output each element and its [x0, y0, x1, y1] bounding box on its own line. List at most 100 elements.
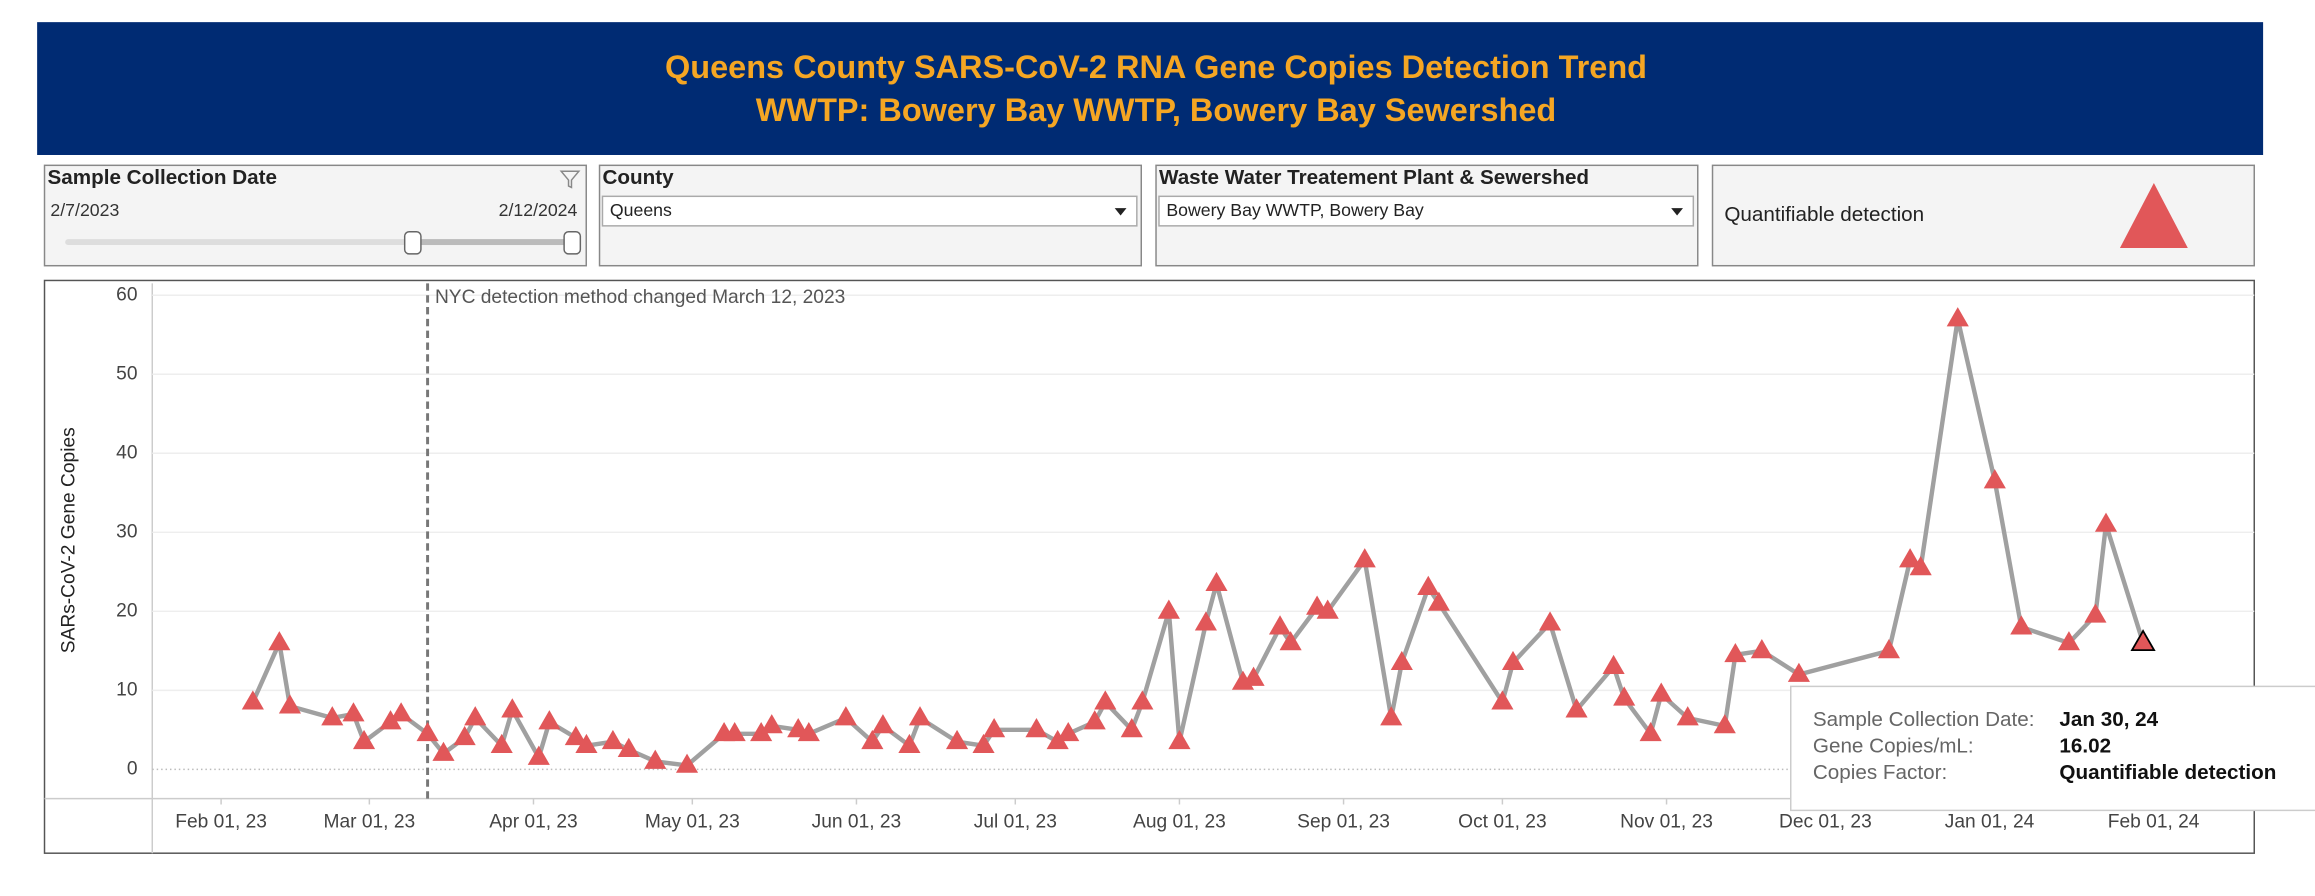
filter-label: County	[602, 166, 674, 189]
data-point	[2130, 629, 2156, 652]
dropdown-arrow	[1671, 208, 1683, 216]
data-point	[352, 729, 376, 750]
y-tick-label: 10	[116, 679, 137, 700]
dropdown-value: Bowery Bay WWTP, Bowery Bay	[1166, 200, 1424, 220]
y-tick-label: 50	[116, 363, 137, 384]
legend-marker	[2119, 183, 2188, 248]
data-point	[1094, 690, 1117, 710]
data-point	[1316, 599, 1339, 619]
annotation: NYC detection method changed March 12, 2…	[435, 287, 845, 308]
data-point	[675, 753, 699, 773]
slider-range	[413, 239, 573, 246]
tooltip-label: Copies Factor:	[1813, 761, 1947, 784]
x-tick-label: Nov 01, 23	[1620, 811, 1713, 832]
x-tick-label: Jul 01, 23	[974, 811, 1057, 832]
data-point	[2057, 631, 2081, 651]
tooltip-box	[1790, 685, 2315, 812]
data-point	[416, 721, 439, 742]
data-point	[241, 690, 264, 710]
data-point	[1417, 575, 1440, 595]
date-start: 2/7/2023	[50, 200, 119, 220]
x-tick-label: Mar 01, 23	[324, 811, 416, 832]
data-point	[1057, 721, 1080, 742]
x-tick-label: Dec 01, 23	[1779, 811, 1872, 832]
data-point	[1909, 556, 1932, 576]
data-point	[1565, 698, 1588, 718]
x-tick-label: Jun 01, 23	[812, 811, 902, 832]
data-point	[2084, 603, 2107, 623]
data-point	[1946, 307, 1969, 327]
data-point	[379, 710, 402, 730]
data-point	[797, 721, 820, 742]
y-axis-label: SARs-CoV-2 Gene Copies	[59, 427, 80, 653]
data-point	[1380, 706, 1403, 726]
y-tick-label: 30	[116, 521, 137, 542]
y-tick-label: 0	[127, 758, 138, 779]
tooltip-value: Jan 30, 24	[2059, 708, 2158, 731]
data-point	[1899, 548, 1922, 568]
data-point	[1194, 611, 1217, 631]
x-tick-label: Sep 01, 23	[1297, 811, 1390, 832]
data-point	[1083, 710, 1106, 730]
subtitle: WWTP: Bowery Bay WWTP, Bowery Bay Sewers…	[756, 92, 1556, 128]
data-point	[1613, 686, 1636, 706]
data-point	[834, 706, 857, 726]
dropdown[interactable]	[601, 195, 1138, 227]
data-point	[464, 706, 487, 726]
legend-label: Quantifiable detection	[1724, 203, 1924, 226]
x-tick-label: Feb 01, 23	[175, 811, 267, 832]
title: Queens County SARS-CoV-2 RNA Gene Copies…	[665, 49, 1647, 85]
data-point	[527, 745, 550, 765]
data-point	[564, 725, 587, 746]
data-point	[983, 718, 1006, 738]
data-point	[601, 729, 624, 750]
data-point	[501, 698, 524, 718]
data-point	[644, 749, 667, 769]
data-point	[1491, 690, 1514, 710]
y-tick-label: 20	[116, 600, 137, 621]
data-point	[278, 694, 301, 714]
slider-handle[interactable]	[563, 231, 582, 255]
y-tick-label: 40	[116, 442, 137, 463]
filter-label: Waste Water Treatement Plant & Sewershed	[1159, 166, 1589, 189]
data-point	[1750, 639, 1773, 659]
x-tick-label: Feb 01, 24	[2108, 811, 2200, 832]
dropdown[interactable]	[1158, 195, 1695, 227]
data-point	[908, 706, 932, 726]
data-point	[617, 737, 640, 757]
data-point	[538, 710, 561, 730]
data-point	[871, 714, 895, 734]
tooltip-value: Quantifiable detection	[2059, 761, 2276, 784]
data-point	[1602, 654, 1625, 675]
data-point	[1713, 714, 1736, 734]
data-point	[1157, 599, 1180, 619]
date-filter[interactable]	[43, 164, 587, 267]
data-point	[1877, 639, 1900, 659]
data-point	[432, 741, 455, 761]
header-band	[37, 22, 2264, 155]
filter-label: Sample Collection Date	[47, 166, 277, 189]
data-point	[1205, 571, 1228, 592]
x-tick-label: Oct 01, 23	[1458, 811, 1546, 832]
slider-handle[interactable]	[403, 231, 422, 255]
data-point	[1168, 729, 1191, 750]
dropdown-value: Queens	[610, 200, 672, 220]
tooltip: Sample Collection Date: Jan 30, 24 Gene Co…	[1790, 685, 2315, 812]
data-point	[1639, 721, 1662, 742]
y-tick-label: 60	[116, 284, 137, 305]
data-point	[1427, 591, 1450, 611]
data-point	[1538, 611, 1562, 631]
data-point	[1650, 682, 1673, 702]
data-point	[1131, 690, 1154, 710]
tooltip-value: 16.02	[2059, 734, 2111, 757]
data-point	[1120, 718, 1143, 738]
date-end: 2/12/2024	[499, 200, 578, 220]
data-point	[453, 725, 476, 746]
x-tick-label: Aug 01, 23	[1133, 811, 1226, 832]
data-point	[723, 721, 746, 742]
data-point	[1390, 650, 1413, 671]
x-tick-label: Jan 01, 24	[1945, 811, 2035, 832]
clear-filter-icon[interactable]	[559, 170, 581, 189]
